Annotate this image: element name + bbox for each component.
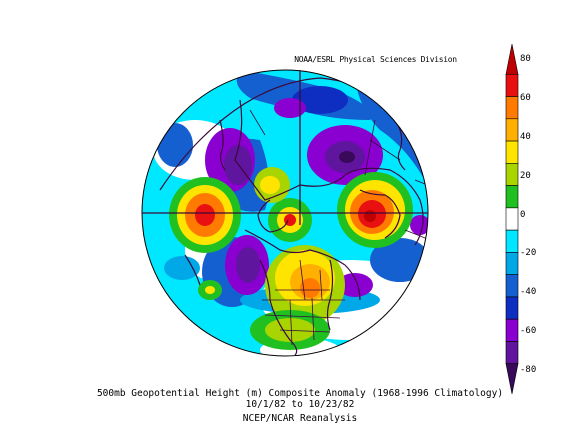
colorbar-segment	[505, 252, 519, 275]
colorbar-segment	[505, 207, 519, 231]
colorbar-tick-label: -60	[520, 326, 537, 337]
colorbar-segment	[505, 296, 519, 320]
colorbar-tick-label: 40	[520, 131, 531, 142]
colorbar-tick-label: 60	[520, 92, 531, 103]
colorbar-segment	[505, 96, 519, 120]
colorbar-segment	[505, 73, 519, 97]
credit-label: NOAA/ESRL Physical Sciences Division	[290, 54, 461, 66]
colorbar-segment	[505, 118, 519, 142]
colorbar-segment	[505, 163, 519, 186]
colorbar-segment	[505, 318, 519, 342]
colorbar-tick-label: 0	[520, 209, 526, 220]
caption-title: 500mb Geopotential Height (m) Composite …	[96, 388, 504, 399]
colorbar	[505, 43, 519, 395]
colorbar-tick-label: -40	[520, 287, 537, 298]
colorbar-tick-label: -20	[520, 248, 537, 259]
colorbar-tick-label: 80	[520, 54, 531, 64]
colorbar-segment	[505, 341, 519, 365]
caption-dates: 10/1/82 to 10/23/82	[245, 399, 355, 410]
colorbar-segment	[505, 363, 519, 395]
political-borders	[249, 104, 428, 346]
colorbar-segment	[505, 229, 519, 253]
colorbar-segment	[505, 274, 519, 298]
colorbar-segment	[505, 185, 519, 209]
caption-source: NCEP/NCAR Reanalysis	[242, 413, 358, 424]
colorbar-tick-label: -80	[520, 365, 537, 375]
meridian-lines	[142, 70, 428, 225]
colorbar-segment	[505, 140, 519, 164]
colorbar-tick-label: 20	[520, 170, 531, 181]
warm-regions	[169, 167, 413, 350]
purple-regions	[205, 98, 428, 297]
colorbar-segment	[505, 43, 519, 75]
